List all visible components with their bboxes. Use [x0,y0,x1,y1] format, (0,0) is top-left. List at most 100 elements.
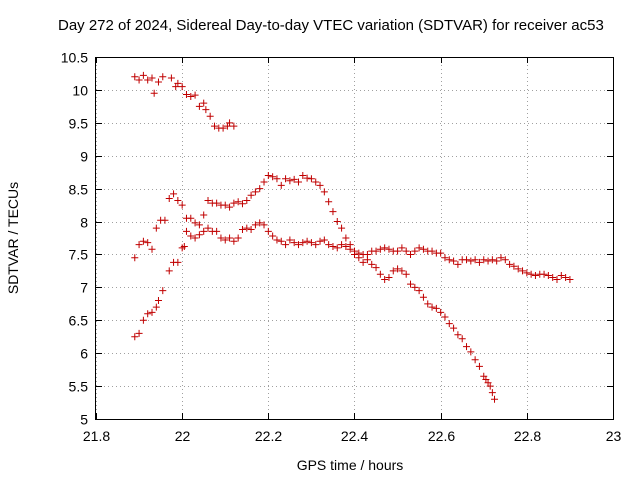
data-point [152,224,160,232]
data-point [230,199,238,207]
data-point [316,181,324,189]
data-point [346,245,354,253]
x-axis-label: GPS time / hours [297,457,404,473]
data-point [398,244,406,252]
data-point [553,275,561,283]
data-point [531,272,539,280]
data-point [204,196,212,204]
series-arc-b [131,171,499,403]
data-point [174,79,182,87]
data-point [135,76,143,84]
data-point [226,234,234,242]
data-point [238,200,246,208]
data-point [202,106,210,114]
data-point [191,219,199,227]
data-point [269,173,277,181]
data-point [251,188,259,196]
data-point [437,308,445,316]
data-point [294,178,302,186]
data-point [363,250,371,258]
data-point [510,262,518,270]
data-point [338,241,346,249]
data-point [303,237,311,245]
data-point [454,260,462,268]
data-point [549,273,557,281]
data-point [411,247,419,255]
y-tick-label: 5.5 [69,379,89,395]
data-point [131,254,139,262]
data-point [230,237,238,245]
y-tick-label: 9 [80,149,88,165]
data-point [206,112,214,120]
data-point [398,267,406,275]
data-point [195,231,203,239]
data-point [213,227,221,235]
data-point [200,211,208,219]
y-tick-label: 6.5 [69,313,89,329]
data-point [454,331,462,339]
data-point [325,198,333,206]
data-point [320,188,328,196]
data-point [394,265,402,273]
data-point [523,269,531,277]
plot-frame [95,57,614,420]
data-point [506,260,514,268]
data-point [256,219,264,227]
data-point [226,203,234,211]
y-tick-label: 6 [80,346,88,362]
data-point [170,190,178,198]
data-point [471,256,479,264]
data-point [299,171,307,179]
data-point [226,119,234,127]
data-point [480,256,488,264]
data-point [290,175,298,183]
data-point [195,221,203,229]
data-point [312,241,320,249]
data-point [178,83,186,91]
data-point [247,191,255,199]
data-point [445,256,453,264]
data-point [131,73,139,81]
data-point [148,308,156,316]
data-point [167,74,175,82]
x-tick-label: 21.8 [83,428,110,444]
series-arc-a [131,71,238,132]
y-tick-label: 7 [80,280,88,296]
data-point [467,348,475,356]
data-point [329,208,337,216]
data-point [389,267,397,275]
data-point [376,270,384,278]
data-point [178,201,186,209]
y-tick-label: 8 [80,215,88,231]
data-point [273,236,281,244]
data-point [286,236,294,244]
data-point [407,250,415,258]
data-points [131,71,574,403]
data-point [139,71,147,79]
x-tick-label: 22 [175,428,191,444]
data-point [161,216,169,224]
data-point [210,122,218,130]
data-point [342,243,350,251]
x-tick-label: 22.6 [428,428,455,444]
data-point [187,214,195,222]
data-point [135,329,143,337]
tick-labels: 21.8 22 22.2 22.4 22.6 22.8 23 5 5.5 6 6.5 7 7.5 8 8.5… [61,50,622,445]
data-point [497,254,505,262]
data-point [557,272,565,280]
data-point [191,91,199,99]
data-point [144,76,152,84]
data-point [144,239,152,247]
data-point [338,224,346,232]
data-point [385,273,393,281]
data-point [316,237,324,245]
data-point [144,310,152,318]
data-point [372,264,380,272]
data-point [544,272,552,280]
data-point [307,239,315,247]
x-tick-label: 22.8 [514,428,541,444]
data-point [419,293,427,301]
data-point [372,247,380,255]
data-point [463,343,471,351]
data-point [411,283,419,291]
